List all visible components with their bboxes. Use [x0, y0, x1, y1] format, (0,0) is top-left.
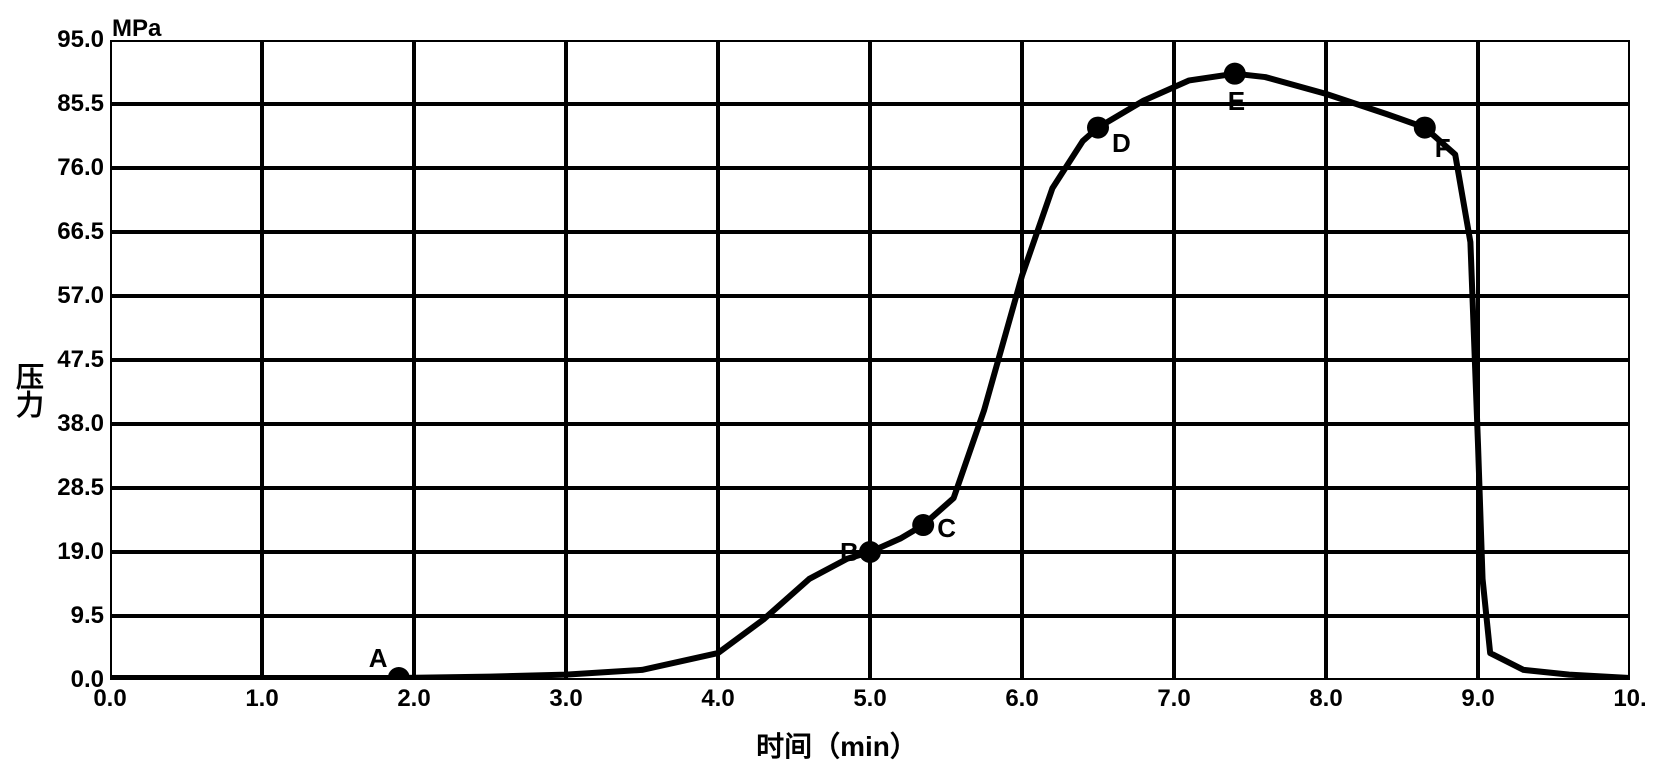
x-tick-label: 0.0	[93, 685, 126, 713]
marker-point	[859, 541, 881, 563]
x-tick-label: 1.0	[245, 685, 278, 713]
x-tick-label: 3.0	[549, 685, 582, 713]
y-tick-label: 0.0	[9, 666, 104, 694]
marker-point	[1414, 117, 1436, 139]
x-tick-label: 8.0	[1309, 685, 1342, 713]
marker-label: F	[1435, 133, 1451, 164]
unit-label: MPa	[112, 15, 161, 43]
x-tick-label: 10.	[1613, 685, 1646, 713]
y-tick-label: 66.5	[9, 218, 104, 246]
marker-point	[1087, 117, 1109, 139]
plot-area	[110, 40, 1630, 680]
x-axis-label: 时间（min）	[756, 725, 918, 765]
y-tick-label: 28.5	[9, 474, 104, 502]
marker-label: C	[937, 513, 956, 544]
x-tick-label: 4.0	[701, 685, 734, 713]
y-tick-label: 76.0	[9, 154, 104, 182]
marker-label: E	[1228, 86, 1245, 117]
y-tick-label: 47.5	[9, 346, 104, 374]
chart-container: 压力 MPa 时间（min） 0.09.519.028.538.047.557.…	[0, 10, 1674, 770]
marker-label: B	[840, 537, 859, 568]
plot-svg	[110, 40, 1630, 680]
x-tick-label: 6.0	[1005, 685, 1038, 713]
x-tick-label: 7.0	[1157, 685, 1190, 713]
y-tick-label: 38.0	[9, 410, 104, 438]
x-tick-label: 9.0	[1461, 685, 1494, 713]
y-tick-label: 19.0	[9, 538, 104, 566]
y-tick-label: 85.5	[9, 90, 104, 118]
marker-point	[912, 514, 934, 536]
marker-label: A	[369, 643, 388, 674]
x-tick-label: 5.0	[853, 685, 886, 713]
y-tick-label: 95.0	[9, 26, 104, 54]
marker-label: D	[1112, 128, 1131, 159]
y-tick-label: 9.5	[9, 602, 104, 630]
x-tick-label: 2.0	[397, 685, 430, 713]
marker-point	[388, 667, 410, 680]
y-tick-label: 57.0	[9, 282, 104, 310]
marker-point	[1224, 63, 1246, 85]
